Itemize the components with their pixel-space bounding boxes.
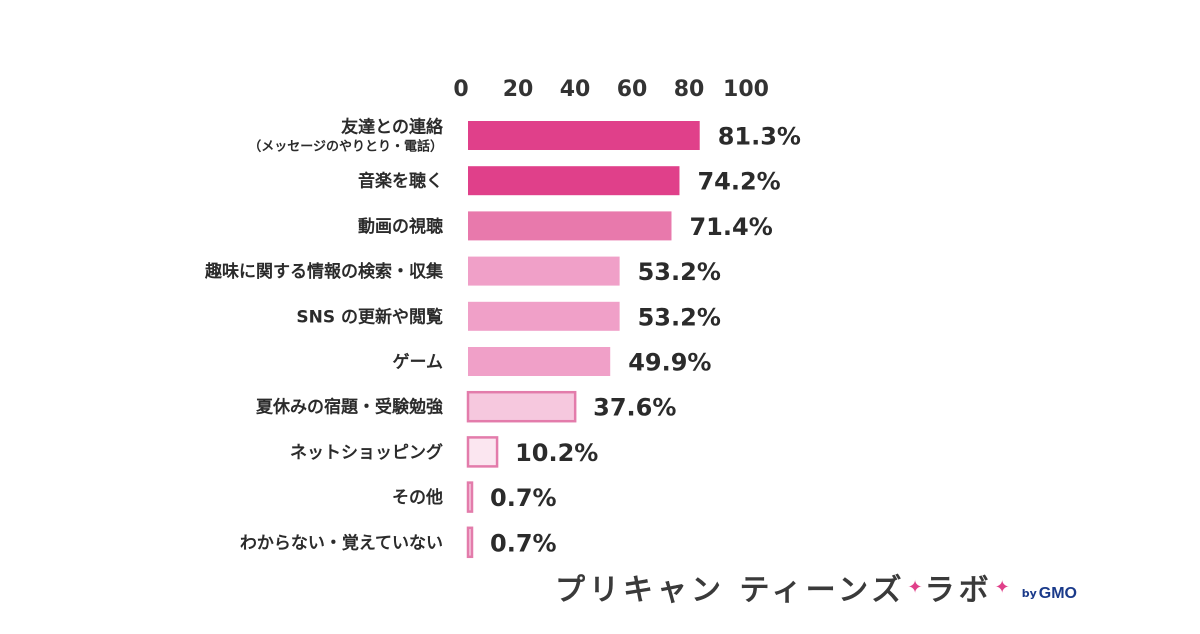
category-label: 趣味に関する情報の検索・収集 — [204, 261, 444, 282]
category-sublabel: （メッセージのやりとり・電話） — [248, 139, 443, 155]
bar — [466, 526, 474, 559]
bar — [466, 436, 499, 468]
data-label: 81.3% — [718, 123, 801, 151]
brand-by: by — [1021, 587, 1037, 600]
data-label: 74.2% — [697, 168, 780, 196]
category-label: ゲーム — [393, 352, 444, 373]
x-tick-label: 0 — [453, 77, 468, 102]
category-label: 動画の視聴 — [358, 216, 443, 237]
data-label: 53.2% — [638, 258, 721, 286]
data-label: 71.4% — [689, 213, 772, 241]
data-label: 37.6% — [593, 394, 676, 422]
data-label: 0.7% — [490, 529, 557, 557]
bar — [466, 390, 577, 423]
sparkle-icon: ✦ — [994, 576, 1010, 598]
data-label: 10.2% — [515, 439, 598, 467]
x-tick-label: 40 — [560, 77, 591, 102]
x-tick-label: 20 — [503, 77, 534, 102]
bar — [468, 301, 620, 331]
data-label: 53.2% — [638, 303, 721, 331]
bar — [466, 481, 474, 513]
bar — [468, 211, 672, 241]
category-label: 友達との連絡 — [341, 117, 444, 138]
x-tick-label: 60 — [617, 77, 648, 102]
brand-company: GMO — [1038, 585, 1077, 602]
x-tick-label: 100 — [723, 77, 769, 102]
category-label: その他 — [392, 487, 443, 508]
category-label: わからない・覚えていない — [240, 532, 443, 553]
brand-lab: ラボ — [924, 573, 993, 608]
sparkle-icon: ✦ — [907, 576, 923, 598]
category-label: 音楽を聴く — [358, 171, 443, 192]
bar — [468, 347, 611, 376]
data-label: 0.7% — [490, 484, 557, 512]
category-label: ネットショッピング — [290, 442, 443, 463]
bar — [468, 256, 620, 286]
bar — [468, 166, 680, 196]
category-label: 夏休みの宿題・受験勉強 — [256, 397, 443, 418]
data-label: 49.9% — [628, 349, 711, 377]
category-label: SNS の更新や閲覧 — [296, 306, 443, 327]
bar — [468, 121, 700, 150]
x-tick-label: 80 — [674, 77, 705, 102]
brand-name: プリキャン ティーンズ — [555, 573, 906, 608]
brand-logo: プリキャン ティーンズ ✦ ラボ ✦ by GMO — [555, 562, 1077, 612]
